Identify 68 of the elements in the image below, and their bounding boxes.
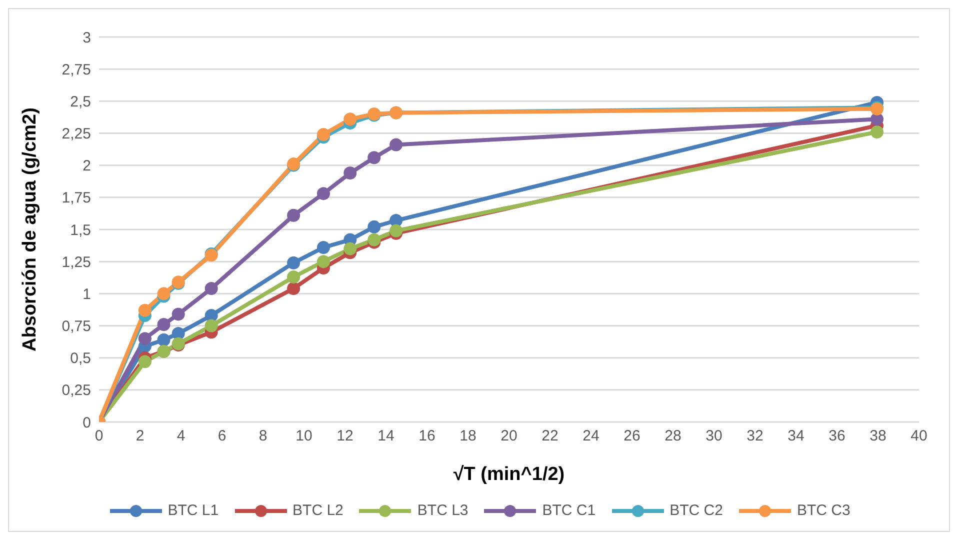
point	[157, 287, 170, 300]
point	[138, 332, 152, 346]
x-tick-label: 16	[418, 428, 436, 445]
y-tick-label: 1,75	[62, 190, 91, 207]
point	[138, 304, 152, 317]
point	[344, 112, 357, 126]
legend-label: BTC L1	[168, 502, 219, 519]
point	[316, 187, 330, 200]
y-tick-label: 0,25	[62, 382, 91, 400]
legend-label: BTC L3	[417, 502, 468, 519]
y-tick-label: 0	[82, 414, 91, 432]
x-tick-label: 18	[460, 428, 476, 445]
x-tick-label: 26	[624, 428, 640, 445]
legend-label: BTC L2	[292, 502, 344, 519]
x-tick-label: 20	[500, 428, 518, 445]
y-tick-label: 2,25	[62, 126, 91, 143]
x-tick-label: 4	[176, 428, 186, 445]
x-tick-label: 10	[296, 428, 312, 445]
x-tick-label: 12	[336, 428, 354, 445]
x-tick-label: 14	[378, 428, 394, 445]
y-tick-label: 2,5	[70, 93, 91, 110]
point	[287, 282, 300, 296]
x-tick-label: 0	[94, 428, 104, 445]
x-tick-label: 34	[788, 428, 804, 445]
point	[204, 319, 218, 332]
legend-label: BTC C1	[542, 502, 596, 519]
point	[390, 138, 403, 152]
point	[344, 242, 357, 256]
point	[204, 282, 218, 296]
legend-label: BTC C3	[796, 502, 850, 519]
point	[172, 308, 185, 321]
x-tick-label: 36	[828, 428, 846, 445]
legend-label: BTC C2	[670, 502, 723, 519]
y-tick-label: 1,25	[62, 254, 91, 271]
y-tick-label: 2	[82, 158, 91, 175]
x-tick-label: 28	[664, 428, 682, 445]
point	[287, 256, 300, 270]
point	[157, 318, 170, 331]
x-tick-label: 40	[910, 428, 928, 445]
x-tick-label: 30	[706, 428, 722, 445]
point	[870, 125, 884, 138]
y-axis-title: Absorción de agua (g/cm2)	[20, 108, 41, 352]
point	[287, 270, 300, 284]
point	[316, 128, 330, 142]
y-tick-label: 2,75	[62, 61, 91, 78]
point	[368, 220, 381, 234]
x-tick-label: 22	[542, 428, 558, 445]
x-tick-label: 24	[582, 428, 600, 445]
x-tick-label: 6	[218, 428, 226, 445]
point	[287, 208, 300, 222]
point	[368, 151, 381, 164]
point	[157, 333, 170, 346]
y-tick-label: 0,75	[62, 318, 91, 336]
x-axis-title: √T (min^1/2)	[453, 464, 565, 485]
point	[316, 255, 330, 268]
point	[138, 355, 152, 368]
point	[344, 166, 357, 180]
x-tick-label: 8	[258, 428, 268, 445]
y-tick-label: 3	[82, 29, 91, 46]
y-tick-label: 1	[82, 286, 91, 303]
point	[390, 224, 403, 238]
point	[316, 240, 330, 254]
y-tick-label: 1,5	[70, 222, 91, 239]
x-tick-label: 32	[746, 428, 764, 445]
x-tick-label: 2	[136, 428, 144, 445]
y-tick-label: 0,5	[70, 350, 91, 368]
x-tick-label: 38	[870, 428, 886, 445]
point	[368, 233, 381, 246]
